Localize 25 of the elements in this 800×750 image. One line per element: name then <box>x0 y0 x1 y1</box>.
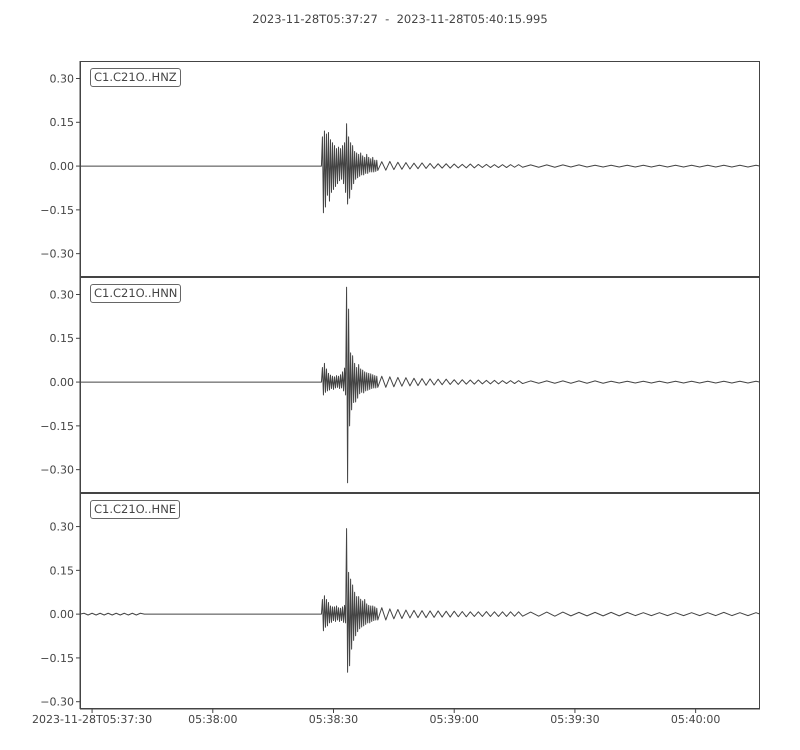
x-tick-label: 05:40:00 <box>670 712 720 726</box>
x-tick-label: 05:38:00 <box>188 712 238 726</box>
y-tick-label: −0.15 <box>40 420 74 433</box>
y-tick-label: −0.15 <box>40 204 74 217</box>
label-box: C1.C21O..HNZ <box>90 68 181 87</box>
y-tick-label: 0.00 <box>50 160 74 173</box>
y-tick-label: 0.15 <box>50 116 74 130</box>
y-tick-label: 0.15 <box>50 564 74 578</box>
y-tick-label: 0.00 <box>50 376 74 389</box>
chart-title: 2023-11-28T05:37:27 - 2023-11-28T05:40:15.995 <box>252 12 548 26</box>
y-tick-label: 0.15 <box>50 332 74 346</box>
y-tick-label: 0.30 <box>50 288 74 302</box>
x-tick-label: 05:38:30 <box>308 712 358 726</box>
y-tick-label: 0.00 <box>50 608 74 622</box>
x-tick-label: 2023-11-28T05:37:30 <box>32 712 152 726</box>
x-tick-label: 05:39:00 <box>430 712 479 726</box>
y-tick-label: 0.30 <box>50 520 74 534</box>
x-tick-label: 05:39:30 <box>550 712 600 726</box>
y-tick-label: −0.30 <box>40 696 74 709</box>
y-tick-label: −0.30 <box>40 464 74 477</box>
y-tick-label: −0.15 <box>40 652 74 665</box>
y-tick-label: −0.30 <box>40 248 74 261</box>
label-box: C1.C21O..HNN <box>90 284 182 303</box>
label-box: C1.C21O..HNE <box>90 500 180 519</box>
y-tick-label: 0.30 <box>50 72 74 86</box>
